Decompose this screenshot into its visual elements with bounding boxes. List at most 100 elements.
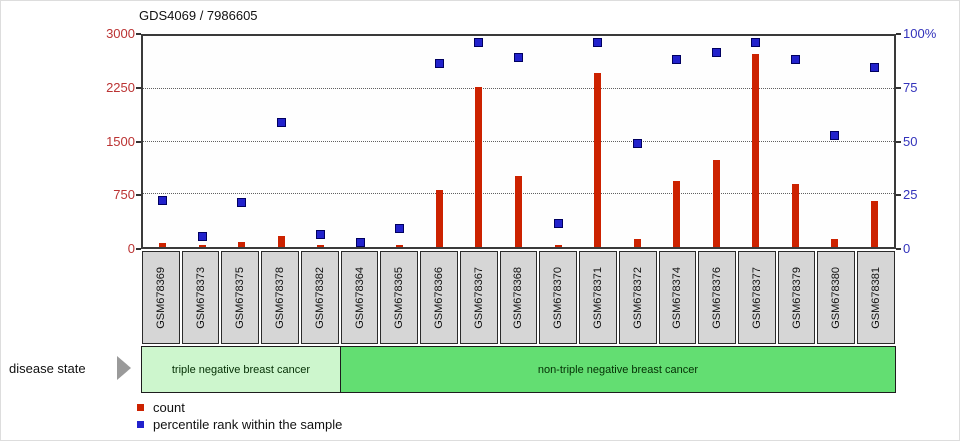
count-bar xyxy=(712,159,720,247)
disease-state-segment: triple negative breast cancer xyxy=(142,347,341,392)
percentile-marker xyxy=(553,219,563,229)
percentile-marker xyxy=(790,54,800,64)
sample-id-label: GSM678376 xyxy=(711,266,724,329)
right-axis-label: 0 xyxy=(903,241,911,256)
left-axis-label: 1500 xyxy=(106,133,135,149)
count-bar xyxy=(317,244,325,247)
left-axis-tick xyxy=(136,248,141,250)
sample-id-label: GSM678380 xyxy=(830,266,843,329)
percentile-marker xyxy=(711,48,721,58)
sample-cell[interactable]: GSM678376 xyxy=(698,251,737,344)
legend-swatch xyxy=(137,421,144,428)
sample-id-label: GSM678371 xyxy=(591,266,604,329)
sample-id-label: GSM678377 xyxy=(750,266,763,329)
percentile-marker xyxy=(474,37,484,47)
sample-cell[interactable]: GSM678367 xyxy=(459,251,498,344)
plot-area xyxy=(141,34,896,249)
sample-id-label: GSM678368 xyxy=(512,266,525,329)
right-axis-tick xyxy=(896,86,901,89)
percentile-marker xyxy=(276,118,286,128)
percentile-marker xyxy=(158,196,168,206)
sample-cell[interactable]: GSM678374 xyxy=(658,251,697,344)
count-bar xyxy=(396,244,404,247)
sample-id-label: GSM678382 xyxy=(313,266,326,329)
count-bar xyxy=(633,239,641,247)
sample-id-label: GSM678375 xyxy=(234,266,247,329)
right-axis-label: 75 xyxy=(903,79,918,95)
disease-state-segment: non-triple negative breast cancer xyxy=(340,347,895,392)
sample-id-label: GSM678366 xyxy=(433,266,445,329)
sample-id-label: GSM678365 xyxy=(393,266,406,329)
percentile-marker xyxy=(434,58,444,68)
percentile-marker xyxy=(514,52,523,62)
count-bar xyxy=(752,54,760,247)
right-axis-tick xyxy=(896,33,901,35)
legend-swatch xyxy=(137,404,144,411)
count-bar xyxy=(831,238,839,247)
sample-id-label: GSM678370 xyxy=(552,266,565,329)
left-axis-label: 3000 xyxy=(106,26,135,41)
sample-label-row: GSM678369 GSM678373 GSM678375 GSM678378 GSM6… xyxy=(141,251,896,344)
sample-id-label: GSM678367 xyxy=(472,266,485,329)
sample-cell[interactable]: GSM678378 xyxy=(261,251,299,344)
sample-cell[interactable]: GSM678375 xyxy=(221,251,260,344)
sample-id-label: GSM678374 xyxy=(671,266,684,329)
sample-cell[interactable]: GSM678369 xyxy=(142,251,180,344)
sample-id-label: GSM678381 xyxy=(870,266,883,329)
count-bar xyxy=(870,200,878,247)
percentile-marker xyxy=(869,63,879,73)
chart-title: GDS4069 / 7986605 xyxy=(139,8,258,23)
percentile-marker xyxy=(316,229,326,239)
count-bar xyxy=(198,244,206,247)
left-axis-tick xyxy=(136,33,141,35)
sample-cell[interactable]: GSM678371 xyxy=(579,251,617,344)
percentile-marker xyxy=(632,139,642,149)
count-bar xyxy=(435,189,443,247)
sample-cell[interactable]: GSM678364 xyxy=(340,251,379,344)
right-axis-tick xyxy=(896,248,901,250)
sample-id-label: GSM678379 xyxy=(790,266,803,329)
sample-cell[interactable]: GSM678365 xyxy=(380,251,419,344)
group-axis-label: disease state xyxy=(9,361,86,376)
percentile-marker xyxy=(197,231,207,241)
count-bar xyxy=(791,183,799,247)
percentile-marker xyxy=(355,238,365,248)
percentile-marker xyxy=(830,130,840,140)
left-axis-tick xyxy=(136,194,141,197)
sample-id-label: GSM678364 xyxy=(353,266,366,329)
percentile-marker xyxy=(751,37,761,47)
sample-cell[interactable]: GSM678370 xyxy=(539,251,578,344)
count-bar xyxy=(159,242,167,247)
count-bar xyxy=(277,236,285,247)
sample-cell[interactable]: GSM678380 xyxy=(817,251,856,344)
left-axis-label: 750 xyxy=(113,187,135,203)
count-bar xyxy=(673,180,681,247)
legend-label: percentile rank within the sample xyxy=(153,417,343,432)
group-arrow-icon xyxy=(117,356,131,380)
sample-cell[interactable]: GSM678373 xyxy=(181,251,220,344)
legend-label: count xyxy=(153,400,185,415)
left-axis-tick xyxy=(136,140,141,143)
count-bar xyxy=(515,175,522,247)
percentile-marker xyxy=(593,37,603,47)
right-axis-label: 100% xyxy=(903,26,937,41)
gridline xyxy=(143,87,894,89)
legend-row: percentile rank within the sample xyxy=(137,416,342,433)
right-axis-label: 50 xyxy=(903,133,918,149)
right-axis-tick xyxy=(896,194,901,197)
sample-cell[interactable]: GSM678366 xyxy=(420,251,458,344)
sample-cell[interactable]: GSM678368 xyxy=(499,251,538,344)
sample-cell[interactable]: GSM678377 xyxy=(738,251,776,344)
legend-row: count xyxy=(137,399,342,416)
sample-cell[interactable]: GSM678379 xyxy=(777,251,816,344)
count-bar xyxy=(238,242,246,247)
sample-cell[interactable]: GSM678382 xyxy=(300,251,339,344)
sample-cell[interactable]: GSM678381 xyxy=(857,251,895,344)
percentile-marker xyxy=(672,54,682,64)
right-axis-label: 25 xyxy=(903,187,918,203)
disease-state-band: triple negative breast cancer non-triple … xyxy=(141,346,896,393)
count-bar xyxy=(594,73,602,247)
sample-cell[interactable]: GSM678372 xyxy=(618,251,657,344)
gridline xyxy=(143,140,894,142)
